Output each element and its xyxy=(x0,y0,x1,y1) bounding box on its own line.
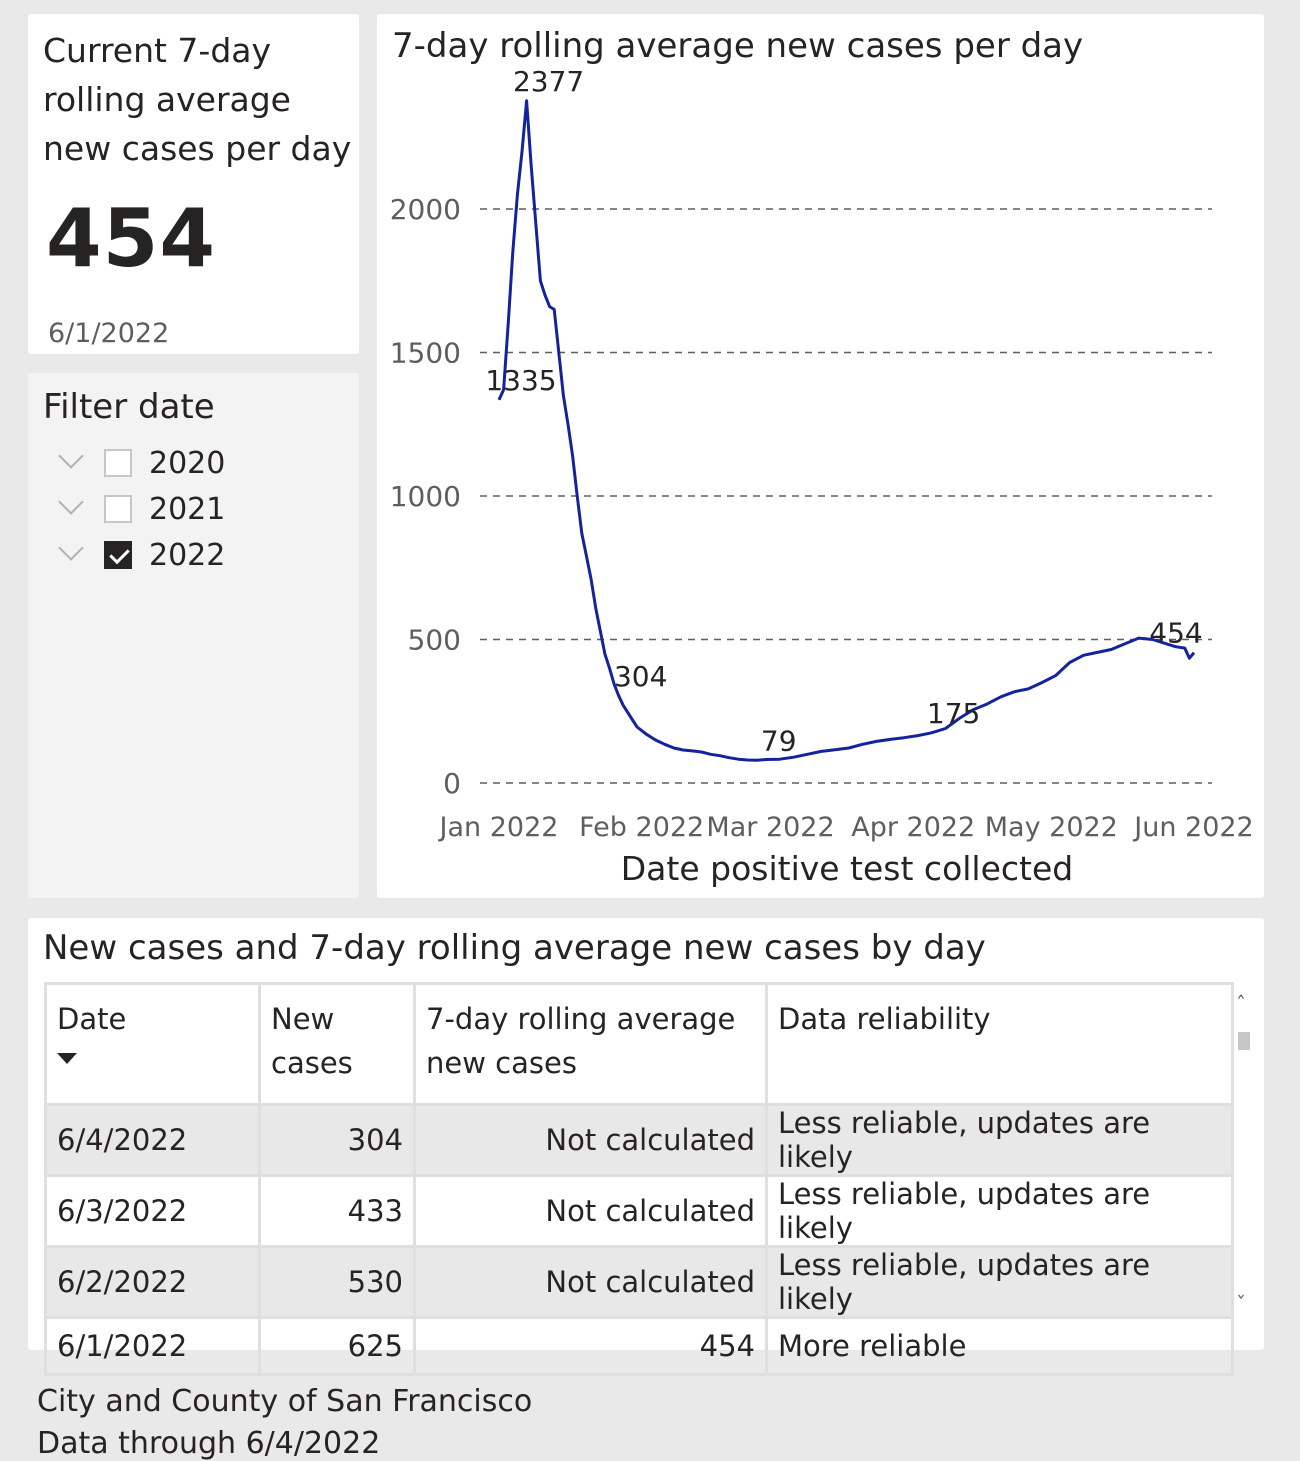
data-label: 79 xyxy=(761,724,797,757)
x-tick-label: Mar 2022 xyxy=(706,812,834,843)
table-row[interactable]: 6/2/2022 530 Not calculated Less reliabl… xyxy=(44,1245,1234,1319)
cell-rolling-avg: 454 xyxy=(413,1316,768,1376)
filter-title: Filter date xyxy=(43,387,215,427)
kpi-date: 6/1/2022 xyxy=(48,318,170,349)
cell-rolling-avg: Not calculated xyxy=(413,1174,768,1248)
data-label: 175 xyxy=(927,697,980,730)
column-header-label: 7-day rolling average new cases xyxy=(426,1002,736,1080)
table-title: New cases and 7-day rolling average new … xyxy=(43,928,986,968)
scrollbar-thumb[interactable] xyxy=(1238,1032,1250,1050)
cell-date: 6/1/2022 xyxy=(44,1316,261,1376)
filter-item-label: 2022 xyxy=(149,537,226,573)
column-header-label: New cases xyxy=(271,1002,353,1080)
cell-new-cases: 530 xyxy=(258,1245,416,1319)
table-row[interactable]: 6/3/2022 433 Not calculated Less reliabl… xyxy=(44,1174,1234,1248)
y-tick-label: 1500 xyxy=(390,337,461,370)
column-header-label: Data reliability xyxy=(778,1002,991,1036)
line-chart: 0 500 1000 1500 2000 Jan 2022 Feb 2022 Mar 202… xyxy=(390,65,1254,888)
kpi-title: Current 7-day rolling average new cases … xyxy=(43,31,352,168)
x-axis-label: Date positive test collected xyxy=(621,849,1073,888)
series-line xyxy=(497,99,1196,762)
filter-item-label: 2020 xyxy=(149,445,226,481)
chevron-down-icon[interactable] xyxy=(56,449,90,477)
x-tick-label: Feb 2022 xyxy=(579,812,704,843)
cell-reliability: Less reliable, updates are likely xyxy=(765,1174,1234,1248)
column-header-rolling-avg[interactable]: 7-day rolling average new cases xyxy=(413,982,768,1106)
cell-reliability: Less reliable, updates are likely xyxy=(765,1245,1234,1319)
column-header-new-cases[interactable]: New cases xyxy=(258,982,416,1106)
column-header-label: Date xyxy=(57,1002,127,1036)
x-tick-label: May 2022 xyxy=(985,812,1118,843)
data-label: 2377 xyxy=(513,65,584,98)
cell-date: 6/4/2022 xyxy=(44,1103,261,1177)
filter-item-2022[interactable]: 2022 xyxy=(56,535,225,575)
cell-reliability: Less reliable, updates are likely xyxy=(765,1103,1234,1177)
y-tick-label: 500 xyxy=(408,624,461,657)
cell-rolling-avg: Not calculated xyxy=(413,1103,768,1177)
data-label: 1335 xyxy=(485,364,556,397)
table-row[interactable]: 6/1/2022 625 454 More reliable xyxy=(44,1316,1234,1376)
kpi-value: 454 xyxy=(46,192,216,285)
scroll-down-icon[interactable]: ˇ xyxy=(1236,1292,1246,1316)
footer-source: City and County of San Francisco xyxy=(37,1384,533,1419)
x-tick-label: Apr 2022 xyxy=(851,812,975,843)
cell-new-cases: 433 xyxy=(258,1174,416,1248)
cell-date: 6/2/2022 xyxy=(44,1245,261,1319)
y-tick-label: 0 xyxy=(443,767,461,800)
y-tick-label: 1000 xyxy=(390,480,461,513)
scroll-up-icon[interactable]: ˆ xyxy=(1236,992,1246,1016)
checkbox-2021[interactable] xyxy=(104,495,132,523)
table-card: New cases and 7-day rolling average new … xyxy=(28,918,1264,1376)
table-row[interactable]: 6/4/2022 304 Not calculated Less reliabl… xyxy=(44,1103,1234,1177)
chevron-down-icon[interactable] xyxy=(56,541,90,569)
data-label: 454 xyxy=(1149,617,1202,650)
chevron-down-icon[interactable] xyxy=(56,495,90,523)
cell-new-cases: 304 xyxy=(258,1103,416,1177)
chart-card: 0 500 1000 1500 2000 Jan 2022 Feb 2022 Mar 202… xyxy=(377,14,1264,898)
table-header-row: Date New cases 7-day rolling average new… xyxy=(44,982,1234,1106)
sort-descending-icon[interactable] xyxy=(57,1053,77,1064)
filter-card: Filter date 2020 2021 2022 xyxy=(28,373,359,898)
filter-item-2021[interactable]: 2021 xyxy=(56,489,225,529)
checkbox-2020[interactable] xyxy=(104,449,132,477)
chart-title: 7-day rolling average new cases per day xyxy=(392,26,1084,66)
kpi-card: Current 7-day rolling average new cases … xyxy=(28,14,359,354)
filter-item-label: 2021 xyxy=(149,491,226,527)
x-tick-label: Jan 2022 xyxy=(438,812,559,843)
cell-reliability: More reliable xyxy=(765,1316,1234,1376)
filter-item-2020[interactable]: 2020 xyxy=(56,443,225,483)
cell-new-cases: 625 xyxy=(258,1316,416,1376)
data-label: 304 xyxy=(614,660,667,693)
checkbox-2022-checked[interactable] xyxy=(104,541,132,569)
cell-rolling-avg: Not calculated xyxy=(413,1245,768,1319)
y-tick-label: 2000 xyxy=(390,193,461,226)
footer-data-through: Data through 6/4/2022 xyxy=(37,1426,381,1461)
cases-table: Date New cases 7-day rolling average new… xyxy=(44,982,1234,1376)
column-header-date[interactable]: Date xyxy=(44,982,261,1106)
cell-date: 6/3/2022 xyxy=(44,1174,261,1248)
x-tick-label: Jun 2022 xyxy=(1132,812,1253,843)
column-header-reliability[interactable]: Data reliability xyxy=(765,982,1234,1106)
